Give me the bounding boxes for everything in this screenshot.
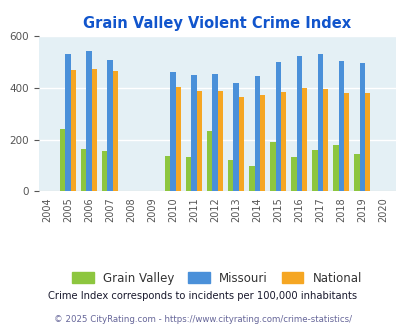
Bar [338,61,343,191]
Bar [92,69,97,191]
Bar [65,54,70,191]
Bar [86,50,92,191]
Bar [254,76,259,191]
Bar [170,73,175,191]
Bar [270,142,275,191]
Bar [207,131,212,191]
Bar [228,160,233,191]
Bar [60,129,65,191]
Bar [296,56,301,191]
Bar [259,95,264,191]
Bar [107,59,112,191]
Bar [322,89,327,191]
Bar [196,91,201,191]
Bar [112,71,117,191]
Bar [333,145,338,191]
Bar [233,83,238,191]
Bar [165,156,170,191]
Bar [175,87,181,191]
Bar [217,91,222,191]
Bar [301,88,306,191]
Bar [186,156,191,191]
Bar [354,154,359,191]
Bar [249,166,254,191]
Bar [275,62,280,191]
Bar [70,70,76,191]
Bar [212,74,217,191]
Bar [317,54,322,191]
Bar [191,75,196,191]
Text: Crime Index corresponds to incidents per 100,000 inhabitants: Crime Index corresponds to incidents per… [48,291,357,301]
Bar [102,151,107,191]
Bar [290,156,296,191]
Bar [280,92,286,191]
Bar [238,97,243,191]
Text: © 2025 CityRating.com - https://www.cityrating.com/crime-statistics/: © 2025 CityRating.com - https://www.city… [54,315,351,324]
Bar [343,93,348,191]
Bar [81,149,86,191]
Bar [359,63,364,191]
Bar [364,93,369,191]
Title: Grain Valley Violent Crime Index: Grain Valley Violent Crime Index [83,16,350,31]
Legend: Grain Valley, Missouri, National: Grain Valley, Missouri, National [67,267,366,289]
Bar [311,150,317,191]
